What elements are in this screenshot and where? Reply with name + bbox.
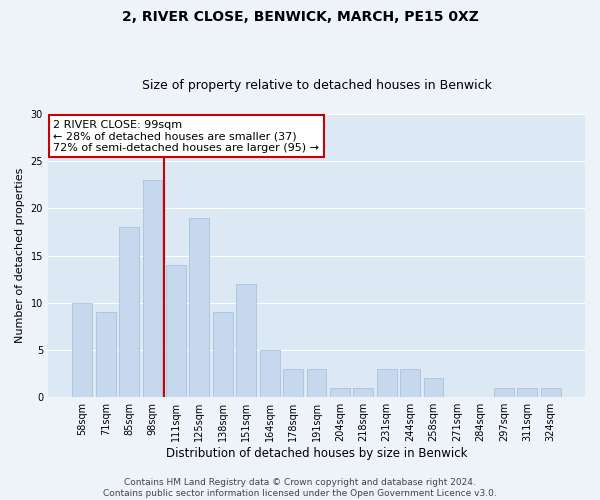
Bar <box>236 284 256 397</box>
Bar <box>377 369 397 397</box>
Bar <box>260 350 280 397</box>
Bar <box>517 388 537 397</box>
Text: Contains HM Land Registry data © Crown copyright and database right 2024.
Contai: Contains HM Land Registry data © Crown c… <box>103 478 497 498</box>
Bar <box>213 312 233 397</box>
Bar <box>424 378 443 397</box>
X-axis label: Distribution of detached houses by size in Benwick: Distribution of detached houses by size … <box>166 447 467 460</box>
Y-axis label: Number of detached properties: Number of detached properties <box>15 168 25 344</box>
Bar <box>353 388 373 397</box>
Bar <box>494 388 514 397</box>
Text: 2 RIVER CLOSE: 99sqm
← 28% of detached houses are smaller (37)
72% of semi-detac: 2 RIVER CLOSE: 99sqm ← 28% of detached h… <box>53 120 319 153</box>
Bar <box>96 312 116 397</box>
Bar <box>330 388 350 397</box>
Bar <box>283 369 303 397</box>
Bar <box>400 369 420 397</box>
Bar <box>541 388 560 397</box>
Bar <box>166 265 186 397</box>
Bar <box>73 303 92 397</box>
Bar <box>190 218 209 397</box>
Bar <box>307 369 326 397</box>
Title: Size of property relative to detached houses in Benwick: Size of property relative to detached ho… <box>142 79 491 92</box>
Bar <box>119 228 139 397</box>
Text: 2, RIVER CLOSE, BENWICK, MARCH, PE15 0XZ: 2, RIVER CLOSE, BENWICK, MARCH, PE15 0XZ <box>122 10 478 24</box>
Bar <box>143 180 163 397</box>
